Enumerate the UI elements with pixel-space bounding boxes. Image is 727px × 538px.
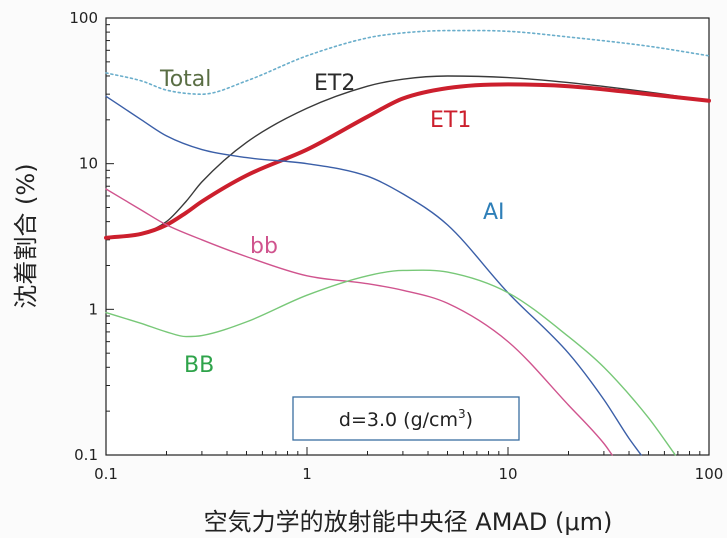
y-tick-label: 0.1 — [74, 446, 98, 464]
series-lines — [104, 29, 711, 456]
y-tick-label: 1 — [88, 300, 98, 318]
series-labels: Total ET2 ET1 AI bb BB — [159, 67, 505, 378]
series-label-et2: ET2 — [314, 71, 355, 96]
annotation-prefix: d=3.0 (g/cm — [339, 409, 458, 431]
series-label-et1: ET1 — [430, 108, 471, 133]
x-axis-title: 空気力学的放射能中央径 AMAD (μm) — [204, 508, 613, 536]
series-label-total: Total — [159, 67, 211, 92]
series-label-bb: bb — [250, 234, 278, 259]
series-line-total — [105, 29, 710, 95]
annotation-superscript: 3 — [458, 407, 466, 421]
y-tick-label: 10 — [79, 155, 98, 173]
x-tick-label: 1 — [302, 465, 312, 483]
axis-ticks: 0.1 1 10 100 0.1 1 10 100 — [69, 9, 723, 483]
x-tick-label: 100 — [695, 465, 724, 483]
y-tick-label: 100 — [69, 9, 98, 27]
series-line-bb — [105, 188, 613, 456]
series-label-bb: BB — [184, 353, 214, 378]
series-label-ai: AI — [483, 200, 505, 225]
series-line-et1 — [104, 82, 711, 240]
density-annotation: d=3.0 (g/cm3) — [339, 407, 473, 431]
annotation-suffix: ) — [466, 409, 473, 431]
x-tick-label: 0.1 — [94, 465, 118, 483]
annotation-box — [292, 396, 520, 441]
y-axis-title: 沈着割合 (%) — [12, 163, 40, 308]
series-line-et2 — [105, 75, 710, 239]
x-tick-label: 10 — [498, 465, 517, 483]
series-line-ai — [105, 95, 642, 456]
series-line-bb — [105, 269, 676, 456]
